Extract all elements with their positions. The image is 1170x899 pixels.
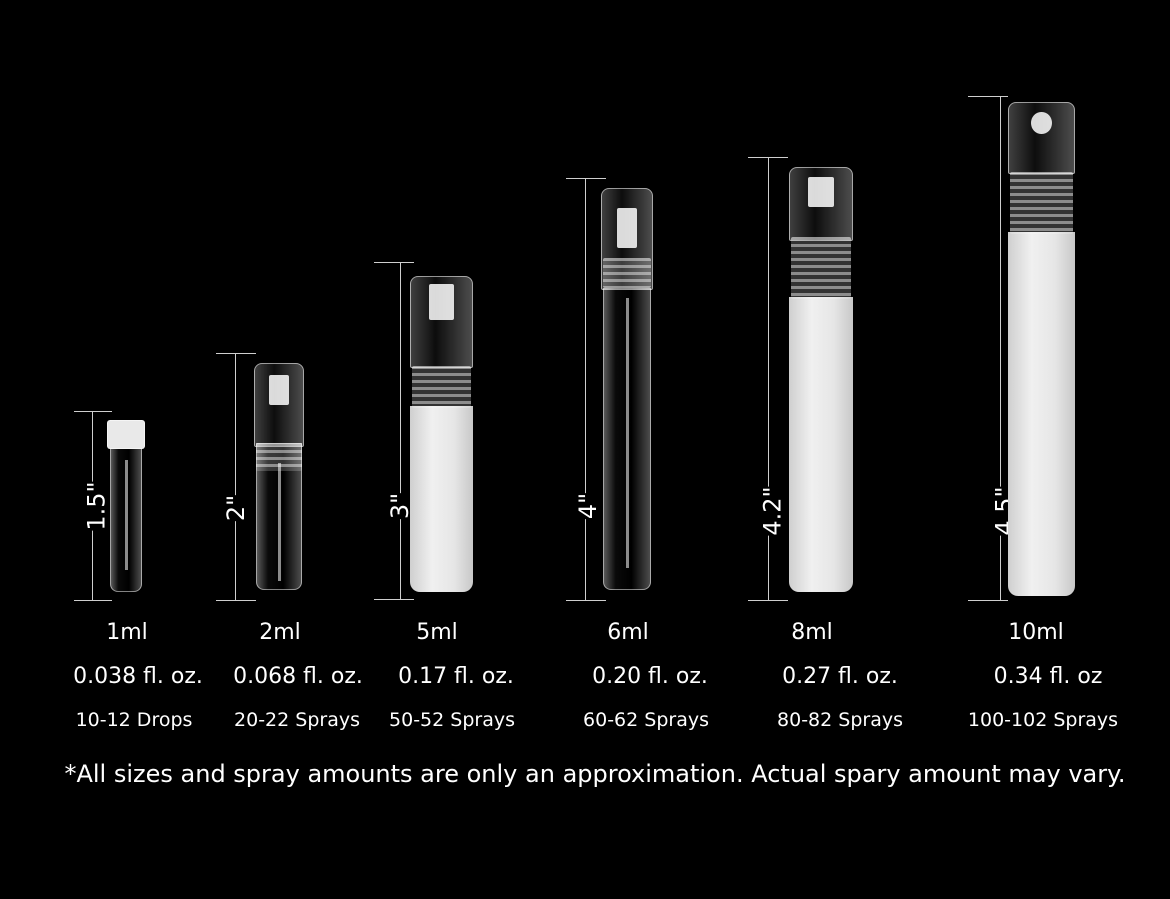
fl-oz-label: 0.20 fl. oz. [592,664,708,689]
measure-tick-bottom [216,600,256,601]
height-measure-line [768,157,769,600]
measure-tick-bottom [74,600,112,601]
disclaimer-footnote: *All sizes and spray amounts are only an… [64,760,1126,788]
sprayer-6ml [601,188,653,590]
count-label: 80-82 Sprays [777,709,903,731]
measure-tick-bottom [374,599,414,600]
count-label: 20-22 Sprays [234,709,360,731]
fl-oz-label: 0.17 fl. oz. [398,664,514,689]
measure-tick-top [74,411,112,412]
measure-tick-bottom [968,600,1008,601]
vial-1ml [107,420,145,592]
volume-label: 2ml [259,620,301,645]
height-label: 2" [220,494,253,522]
count-label: 60-62 Sprays [583,709,709,731]
sprayer-8ml [789,167,853,592]
measure-tick-bottom [748,600,788,601]
volume-label: 10ml [1008,620,1064,645]
count-label: 100-102 Sprays [967,709,1119,731]
measure-tick-top [748,157,788,158]
volume-label: 6ml [607,620,649,645]
fl-oz-label: 0.068 fl. oz. [233,664,363,689]
vial-cap [107,420,145,449]
height-label: 4" [572,492,605,520]
height-measure-line [585,178,586,600]
height-measure-line [400,262,401,600]
measure-tick-top [566,178,606,179]
fl-oz-label: 0.27 fl. oz. [782,664,898,689]
volume-label: 8ml [791,620,833,645]
height-label: 4.2" [756,486,789,536]
fl-oz-label: 0.34 fl. oz [993,664,1103,689]
height-measure-line [235,353,236,600]
measure-tick-top [216,353,256,354]
measure-tick-top [374,262,414,263]
volume-label: 5ml [416,620,458,645]
sprayer-2ml [254,363,304,590]
sprayer-5ml [410,276,473,592]
height-measure-line [1000,96,1001,600]
measure-tick-bottom [566,600,606,601]
measure-tick-top [968,96,1008,97]
sprayer-10ml [1008,102,1075,596]
count-label: 50-52 Sprays [389,709,515,731]
volume-label: 1ml [106,620,148,645]
count-label: 10-12 Drops [75,709,193,731]
fl-oz-label: 0.038 fl. oz. [73,664,203,689]
